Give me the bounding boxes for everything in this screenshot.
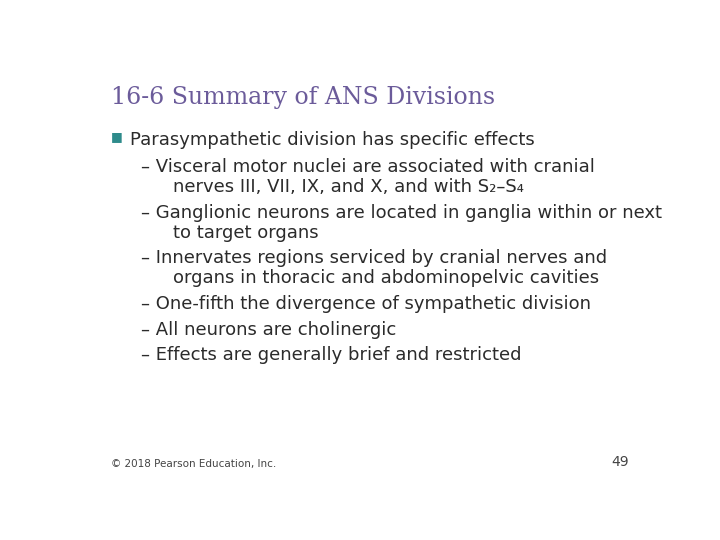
Text: – Innervates regions serviced by cranial nerves and: – Innervates regions serviced by cranial… [141,249,608,267]
Text: – Effects are generally brief and restricted: – Effects are generally brief and restri… [141,346,522,364]
Text: © 2018 Pearson Education, Inc.: © 2018 Pearson Education, Inc. [111,459,276,469]
Text: – Ganglionic neurons are located in ganglia within or next: – Ganglionic neurons are located in gang… [141,204,662,222]
Text: – One-fifth the divergence of sympathetic division: – One-fifth the divergence of sympatheti… [141,295,591,313]
Text: – All neurons are cholinergic: – All neurons are cholinergic [141,321,397,339]
Text: nerves III, VII, IX, and X, and with S₂–S₄: nerves III, VII, IX, and X, and with S₂–… [173,178,523,197]
Text: ■: ■ [111,130,123,143]
Text: 49: 49 [611,455,629,469]
Text: to target organs: to target organs [173,224,318,241]
Text: organs in thoracic and abdominopelvic cavities: organs in thoracic and abdominopelvic ca… [173,269,599,287]
Text: 16-6 Summary of ANS Divisions: 16-6 Summary of ANS Divisions [111,85,495,109]
Text: Parasympathetic division has specific effects: Parasympathetic division has specific ef… [130,131,535,150]
Text: – Visceral motor nuclei are associated with cranial: – Visceral motor nuclei are associated w… [141,158,595,177]
